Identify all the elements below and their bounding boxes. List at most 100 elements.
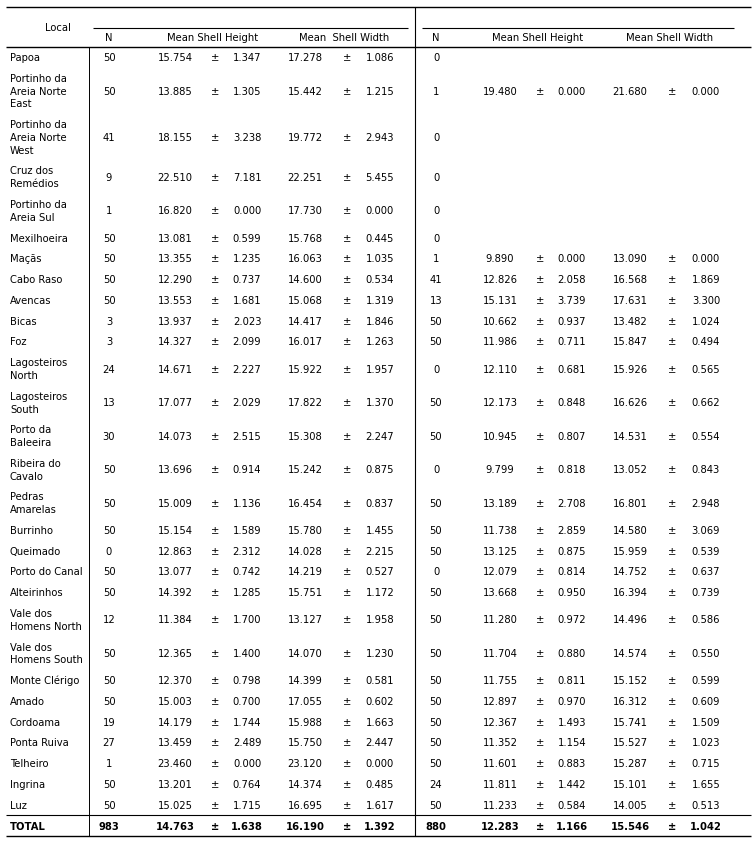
Text: TOTAL: TOTAL — [10, 820, 46, 830]
Text: 50: 50 — [430, 587, 442, 598]
Text: ±: ± — [536, 295, 544, 306]
Text: 2.948: 2.948 — [692, 498, 720, 508]
Text: 12.370: 12.370 — [158, 675, 193, 685]
Text: 50: 50 — [103, 675, 116, 685]
Text: 0.581: 0.581 — [365, 675, 394, 685]
Text: 50: 50 — [103, 779, 116, 789]
Text: 13.090: 13.090 — [612, 254, 647, 264]
Text: 16.394: 16.394 — [612, 587, 648, 598]
Text: 17.278: 17.278 — [288, 53, 322, 63]
Text: 15.003: 15.003 — [158, 696, 193, 706]
Text: 15.527: 15.527 — [612, 738, 648, 748]
Text: 0.715: 0.715 — [692, 759, 720, 768]
Text: Mean Shell Height: Mean Shell Height — [167, 33, 258, 43]
Text: ±: ± — [343, 820, 351, 830]
Text: ±: ± — [211, 525, 219, 535]
Text: 9.890: 9.890 — [485, 254, 514, 264]
Text: 1.042: 1.042 — [690, 820, 722, 830]
Text: 0: 0 — [433, 465, 439, 474]
Text: 3.238: 3.238 — [233, 133, 261, 143]
Text: 14.763: 14.763 — [156, 820, 195, 830]
Text: 15.754: 15.754 — [158, 53, 193, 63]
Text: 15.988: 15.988 — [288, 717, 322, 727]
Text: 13.052: 13.052 — [612, 465, 648, 474]
Text: 2.312: 2.312 — [233, 546, 261, 556]
Text: Areia Norte: Areia Norte — [10, 86, 66, 96]
Text: 15.287: 15.287 — [612, 759, 648, 768]
Text: Vale dos: Vale dos — [10, 641, 52, 652]
Text: 21.680: 21.680 — [612, 86, 648, 96]
Text: 2.447: 2.447 — [365, 738, 394, 748]
Text: ±: ± — [343, 53, 351, 63]
Text: ±: ± — [211, 567, 219, 576]
Text: 12.079: 12.079 — [482, 567, 517, 576]
Text: ±: ± — [668, 254, 676, 264]
Text: 0.883: 0.883 — [558, 759, 586, 768]
Text: 1.136: 1.136 — [233, 498, 261, 508]
Text: 11.986: 11.986 — [482, 337, 517, 347]
Text: 2.023: 2.023 — [233, 316, 261, 327]
Text: 0.000: 0.000 — [692, 254, 720, 264]
Text: 0.837: 0.837 — [366, 498, 394, 508]
Text: East: East — [10, 100, 32, 109]
Text: ±: ± — [211, 53, 219, 63]
Text: ±: ± — [211, 295, 219, 306]
Text: 30: 30 — [103, 431, 116, 441]
Text: 15.101: 15.101 — [612, 779, 648, 789]
Text: ±: ± — [211, 800, 219, 810]
Text: 2.515: 2.515 — [233, 431, 261, 441]
Text: ±: ± — [211, 675, 219, 685]
Text: 2.247: 2.247 — [365, 431, 394, 441]
Text: 1.154: 1.154 — [558, 738, 587, 748]
Text: 41: 41 — [430, 275, 442, 284]
Text: 12.863: 12.863 — [158, 546, 193, 556]
Text: 50: 50 — [103, 275, 116, 284]
Text: Porto da: Porto da — [10, 425, 51, 435]
Text: 50: 50 — [103, 567, 116, 576]
Text: 18.155: 18.155 — [158, 133, 193, 143]
Text: 0.565: 0.565 — [692, 364, 720, 374]
Text: 12.110: 12.110 — [482, 364, 517, 374]
Text: ±: ± — [211, 316, 219, 327]
Text: 0.681: 0.681 — [558, 364, 586, 374]
Text: ±: ± — [343, 364, 351, 374]
Text: 12.290: 12.290 — [158, 275, 193, 284]
Text: 1.700: 1.700 — [233, 614, 261, 625]
Text: ±: ± — [668, 546, 676, 556]
Text: 0.000: 0.000 — [558, 86, 586, 96]
Text: 15.025: 15.025 — [158, 800, 193, 810]
Text: ±: ± — [211, 696, 219, 706]
Text: 0: 0 — [106, 546, 112, 556]
Text: 13: 13 — [430, 295, 442, 306]
Text: 50: 50 — [103, 53, 116, 63]
Text: 16.063: 16.063 — [288, 254, 322, 264]
Text: 3: 3 — [106, 337, 112, 347]
Text: ±: ± — [211, 648, 219, 658]
Text: West: West — [10, 145, 35, 155]
Text: 0.711: 0.711 — [558, 337, 587, 347]
Text: 15.546: 15.546 — [611, 820, 649, 830]
Text: ±: ± — [536, 525, 544, 535]
Text: ±: ± — [343, 86, 351, 96]
Text: 13.189: 13.189 — [482, 498, 517, 508]
Text: 0.814: 0.814 — [558, 567, 586, 576]
Text: 50: 50 — [430, 498, 442, 508]
Text: ±: ± — [668, 465, 676, 474]
Text: 1.442: 1.442 — [558, 779, 586, 789]
Text: ±: ± — [668, 614, 676, 625]
Text: 11.755: 11.755 — [482, 675, 518, 685]
Text: 50: 50 — [430, 800, 442, 810]
Text: 50: 50 — [430, 696, 442, 706]
Text: 983: 983 — [99, 820, 119, 830]
Text: 0.609: 0.609 — [692, 696, 720, 706]
Text: 1.663: 1.663 — [365, 717, 394, 727]
Text: ±: ± — [343, 431, 351, 441]
Text: 12: 12 — [103, 614, 116, 625]
Text: ±: ± — [343, 295, 351, 306]
Text: ±: ± — [211, 206, 219, 216]
Text: 11.384: 11.384 — [158, 614, 193, 625]
Text: 22.510: 22.510 — [158, 173, 193, 182]
Text: 22.251: 22.251 — [288, 173, 322, 182]
Text: Foz: Foz — [10, 337, 26, 347]
Text: 15.922: 15.922 — [288, 364, 322, 374]
